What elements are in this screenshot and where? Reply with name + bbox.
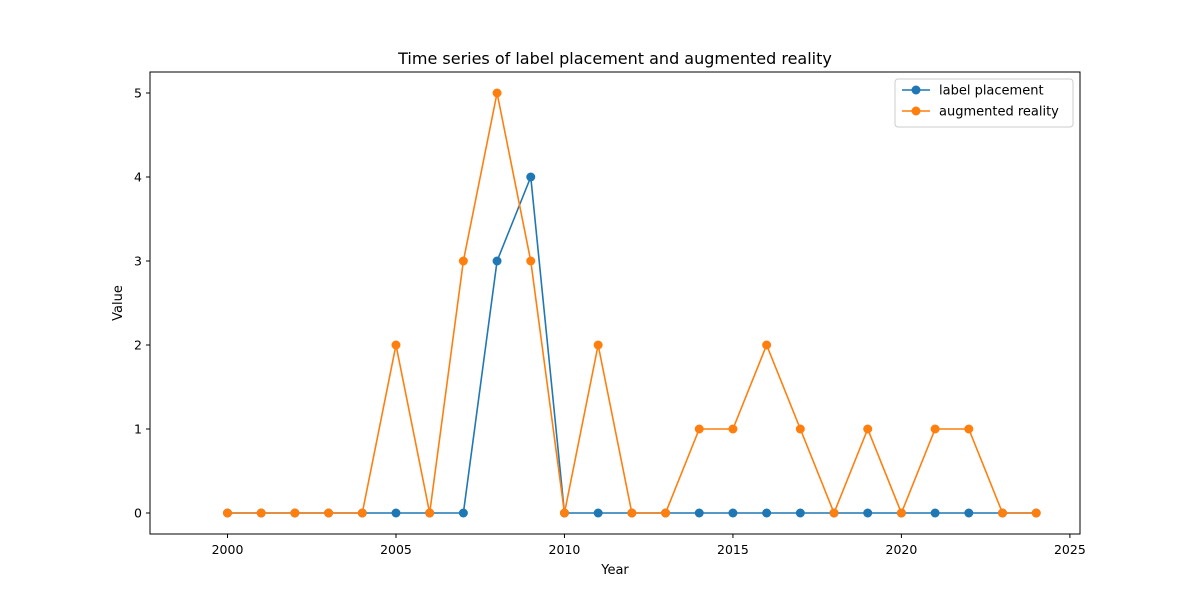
y-tick-label: 3 (134, 254, 142, 269)
data-point-augmented-reality (458, 256, 468, 266)
x-tick-label: 2010 (549, 542, 581, 557)
data-point-label-placement (762, 508, 772, 518)
data-point-label-placement (391, 508, 401, 518)
x-tick-label: 2000 (212, 542, 244, 557)
x-tick-label: 2020 (886, 542, 918, 557)
data-point-augmented-reality (593, 340, 603, 350)
data-point-label-placement (964, 508, 974, 518)
data-point-augmented-reality (526, 256, 536, 266)
data-point-label-placement (728, 508, 738, 518)
x-tick-label: 2025 (1054, 542, 1086, 557)
data-point-augmented-reality (896, 508, 906, 518)
data-point-augmented-reality (324, 508, 334, 518)
x-tick-label: 2015 (717, 542, 749, 557)
data-point-augmented-reality (694, 424, 704, 434)
data-point-augmented-reality (357, 508, 367, 518)
plot-area-frame (149, 71, 1081, 535)
y-tick-label: 1 (134, 422, 142, 437)
data-point-augmented-reality (964, 424, 974, 434)
data-point-augmented-reality (863, 424, 873, 434)
y-tick-label: 0 (134, 506, 142, 521)
data-point-augmented-reality (930, 424, 940, 434)
data-point-augmented-reality (1031, 508, 1041, 518)
data-point-augmented-reality (998, 508, 1007, 518)
data-point-label-placement (492, 256, 502, 266)
data-point-augmented-reality (829, 508, 839, 518)
legend-marker-augmented-reality (911, 106, 921, 116)
data-point-augmented-reality (627, 508, 637, 518)
data-point-augmented-reality (256, 508, 266, 518)
legend-marker-label-placement (911, 85, 921, 95)
x-axis: 2000 2005 2010 2015 2020 2025 (212, 534, 1086, 557)
y-axis-label: Value (111, 285, 126, 321)
data-point-augmented-reality (492, 88, 502, 98)
y-axis: 0 1 2 3 4 5 (134, 86, 150, 521)
series-layer (223, 88, 1041, 518)
data-point-label-placement (526, 172, 536, 182)
data-point-label-placement (593, 508, 603, 518)
x-tick-label: 2005 (380, 542, 412, 557)
data-point-label-placement (694, 508, 704, 518)
data-point-augmented-reality (425, 508, 435, 518)
legend-label-augmented-reality: augmented reality (939, 105, 1059, 120)
data-point-augmented-reality (762, 340, 772, 350)
data-point-augmented-reality (391, 340, 401, 350)
data-point-augmented-reality (290, 508, 300, 518)
data-point-label-placement (795, 508, 805, 518)
data-point-augmented-reality (661, 508, 671, 518)
y-tick-label: 4 (134, 170, 142, 185)
data-point-label-placement (863, 508, 873, 518)
legend: label placement augmented reality (894, 78, 1074, 128)
y-tick-label: 2 (134, 338, 142, 353)
data-point-label-placement (458, 508, 468, 518)
data-point-augmented-reality (223, 508, 232, 518)
y-tick-label: 5 (134, 86, 142, 101)
legend-box (894, 78, 1074, 128)
x-axis-label: Year (600, 563, 629, 578)
data-point-augmented-reality (559, 508, 569, 518)
data-point-augmented-reality (795, 424, 805, 434)
data-point-augmented-reality (728, 424, 738, 434)
legend-label-label-placement: label placement (939, 84, 1044, 99)
series-line-label-placement (227, 176, 1037, 514)
chart-title: Time series of label placement and augme… (397, 49, 832, 68)
data-point-label-placement (930, 508, 940, 518)
series-line-augmented-reality (227, 92, 1037, 514)
